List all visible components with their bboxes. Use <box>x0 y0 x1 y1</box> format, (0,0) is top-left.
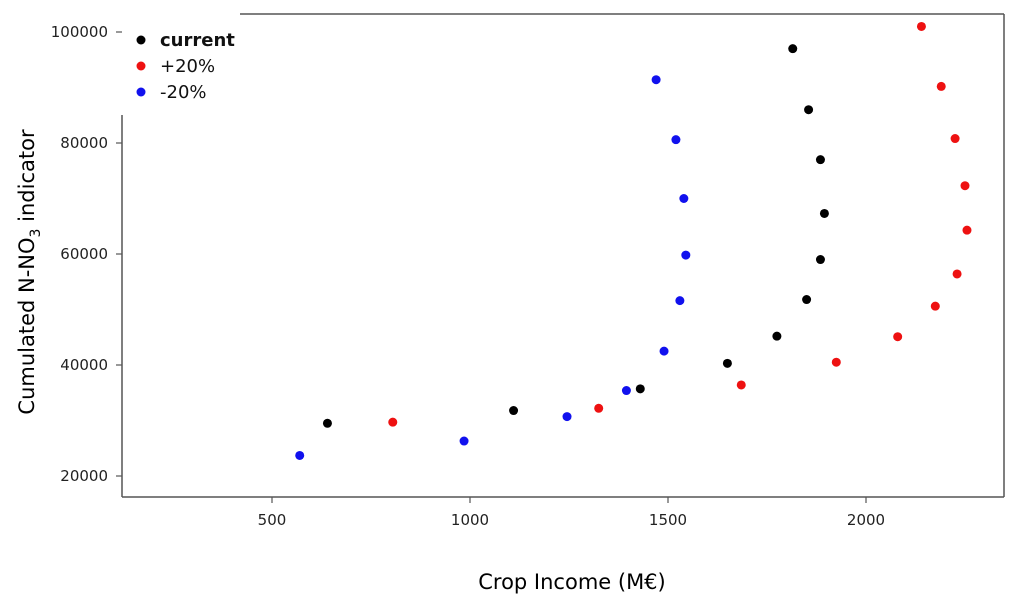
data-point <box>831 357 841 367</box>
data-point <box>562 412 572 422</box>
x-axis-title: Crop Income (M€) <box>478 570 666 594</box>
y-axis-title-subscript: 3 <box>28 229 44 238</box>
series-1 <box>388 21 972 427</box>
data-point <box>621 386 631 396</box>
data-point <box>322 418 332 428</box>
x-tick-label: 2000 <box>847 511 885 529</box>
x-tick-label: 1500 <box>649 511 687 529</box>
legend-label: -20% <box>160 82 207 103</box>
y-tick-label: 60000 <box>60 245 108 263</box>
data-point <box>635 384 645 394</box>
data-point <box>788 44 798 54</box>
data-point <box>950 134 960 144</box>
data-point <box>675 296 685 306</box>
legend-marker <box>136 61 146 71</box>
data-point <box>815 255 825 265</box>
data-point <box>509 406 519 416</box>
data-point <box>804 105 814 115</box>
data-point <box>802 295 812 305</box>
data-point <box>651 75 661 85</box>
legend-label: +20% <box>160 56 215 77</box>
x-tick-label: 500 <box>258 511 287 529</box>
data-point <box>893 332 903 342</box>
data-point <box>772 331 782 341</box>
data-point <box>916 21 926 31</box>
y-tick-label: 40000 <box>60 356 108 374</box>
y-tick-label: 20000 <box>60 467 108 485</box>
legend-label: current <box>160 30 235 51</box>
data-point <box>659 346 669 356</box>
y-axis-title: Cumulated N-NO3 indicator <box>15 129 44 415</box>
x-axis: 500 1000 1500 2000 <box>258 497 885 529</box>
data-points <box>295 21 972 460</box>
x-tick-label: 1000 <box>451 511 489 529</box>
data-point <box>295 450 305 460</box>
legend-marker <box>136 35 146 45</box>
series-2 <box>295 75 691 460</box>
data-point <box>679 194 689 203</box>
data-point <box>388 417 398 427</box>
data-point <box>671 135 681 145</box>
data-point <box>681 250 691 260</box>
data-point <box>952 269 962 279</box>
data-point <box>722 358 732 368</box>
data-point <box>962 225 972 235</box>
series-0 <box>322 44 829 428</box>
data-point <box>594 403 604 413</box>
legend: current +20% -20% <box>136 30 235 103</box>
y-tick-label: 100000 <box>51 23 108 41</box>
y-axis-title-main: Cumulated N-NO <box>15 237 39 414</box>
data-point <box>936 81 946 91</box>
data-point <box>819 208 829 218</box>
legend-marker <box>136 87 146 97</box>
data-point <box>960 181 970 191</box>
data-point <box>736 380 746 390</box>
y-axis-title-tail: indicator <box>15 129 39 228</box>
y-axis: 20000 40000 60000 80000 100000 <box>51 23 122 485</box>
data-point <box>930 301 940 311</box>
y-tick-label: 80000 <box>60 134 108 152</box>
data-point <box>815 155 825 165</box>
data-point <box>459 436 469 446</box>
